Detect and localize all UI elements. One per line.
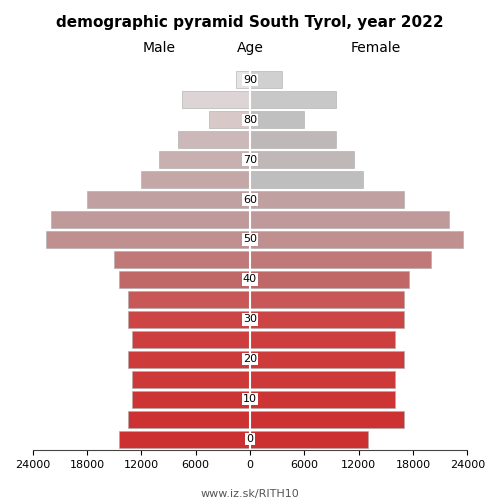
Bar [128, 311, 250, 328]
Text: 70: 70 [243, 154, 257, 164]
Bar [178, 131, 250, 148]
Bar [250, 231, 463, 248]
Bar [250, 131, 336, 148]
Bar [250, 151, 354, 168]
Bar [250, 111, 304, 128]
Bar [250, 211, 450, 228]
Bar [250, 431, 368, 448]
Text: 90: 90 [243, 74, 257, 85]
Bar [250, 191, 404, 208]
Bar [250, 311, 404, 328]
Text: Male: Male [142, 40, 175, 54]
Bar [50, 211, 250, 228]
Bar [118, 431, 250, 448]
Bar [118, 271, 250, 288]
Bar [250, 251, 431, 268]
Bar [87, 191, 250, 208]
Text: www.iz.sk/RITH10: www.iz.sk/RITH10 [200, 490, 300, 500]
Text: 40: 40 [243, 274, 257, 284]
Bar [160, 151, 250, 168]
Bar [46, 231, 250, 248]
Bar [182, 91, 250, 108]
Bar [132, 391, 250, 408]
Bar [114, 251, 250, 268]
Bar [128, 351, 250, 368]
Bar [250, 371, 395, 388]
Text: 50: 50 [243, 234, 257, 244]
Bar [132, 371, 250, 388]
Text: 20: 20 [243, 354, 257, 364]
Bar [250, 271, 408, 288]
Text: Female: Female [351, 40, 401, 54]
Bar [128, 411, 250, 428]
Text: 60: 60 [243, 194, 257, 204]
Bar [250, 351, 404, 368]
Title: demographic pyramid South Tyrol, year 2022: demographic pyramid South Tyrol, year 20… [56, 15, 444, 30]
Text: 30: 30 [243, 314, 257, 324]
Bar [209, 111, 250, 128]
Bar [250, 171, 363, 188]
Bar [250, 331, 395, 348]
Text: Age: Age [236, 40, 264, 54]
Bar [128, 291, 250, 308]
Bar [236, 71, 250, 88]
Bar [132, 331, 250, 348]
Text: 10: 10 [243, 394, 257, 404]
Bar [250, 391, 395, 408]
Bar [142, 171, 250, 188]
Text: 0: 0 [246, 434, 254, 444]
Bar [250, 291, 404, 308]
Bar [250, 91, 336, 108]
Text: 80: 80 [243, 114, 257, 124]
Bar [250, 71, 282, 88]
Bar [250, 411, 404, 428]
